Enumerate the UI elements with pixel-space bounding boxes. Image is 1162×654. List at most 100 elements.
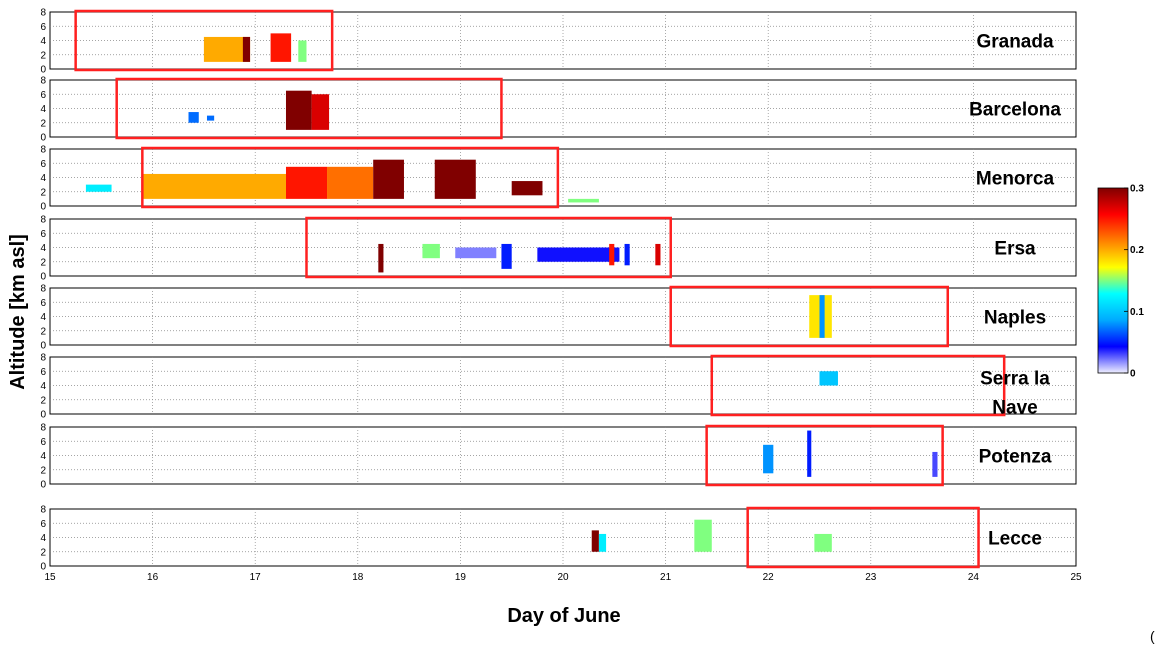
station-label: Granada (976, 32, 1054, 53)
x-tick-label: 17 (250, 572, 262, 583)
data-segment (298, 40, 307, 62)
data-segment (378, 243, 384, 273)
data-segment (311, 94, 330, 130)
data-segment (434, 159, 476, 199)
data-segment (511, 181, 543, 196)
y-tick-label: 2 (40, 395, 46, 406)
y-tick-label: 8 (40, 505, 46, 516)
y-tick-label: 2 (40, 465, 46, 476)
panels-layer: 0 2 4 6 8 Granada 0 2 4 6 8 Barcelona 0 2 4 6 8 Menorca 0 2… (40, 8, 1077, 573)
colorbar-tick-label: 0.2 (1130, 245, 1144, 256)
y-tick-label: 0 (40, 410, 46, 421)
panel-lecce: 0 2 4 6 8 Lecce (40, 505, 1077, 573)
data-segment (142, 173, 286, 199)
x-tick-label: 16 (147, 572, 159, 583)
data-segment (537, 247, 620, 262)
data-segment (609, 243, 615, 266)
y-tick-label: 6 (40, 159, 46, 170)
x-tick-label: 20 (557, 572, 569, 583)
station-label: Lecce (988, 529, 1042, 550)
y-tick-label: 8 (40, 76, 46, 87)
highlight-box (115, 77, 503, 140)
highlight-box (669, 285, 949, 348)
y-tick-label: 2 (40, 50, 46, 61)
y-tick-label: 4 (40, 533, 46, 544)
corner-mark: ( (1150, 628, 1155, 644)
data-segment (819, 371, 838, 386)
y-tick-label: 0 (40, 133, 46, 144)
y-tick-label: 4 (40, 173, 46, 184)
y-tick-label: 6 (40, 298, 46, 309)
x-tick-label: 22 (763, 572, 775, 583)
data-segment (568, 198, 599, 203)
data-segment (819, 295, 825, 338)
data-segment (206, 115, 215, 121)
y-tick-label: 2 (40, 118, 46, 129)
data-segment (598, 533, 607, 552)
y-tick-label: 4 (40, 312, 46, 323)
highlight-box (305, 216, 672, 279)
data-segment (501, 243, 512, 269)
highlight-box (141, 146, 560, 209)
y-tick-label: 2 (40, 257, 46, 268)
data-segment (694, 519, 712, 552)
x-tick-label: 25 (1070, 572, 1082, 583)
data-segment (188, 112, 199, 123)
x-tick-label: 19 (455, 572, 467, 583)
y-tick-label: 4 (40, 451, 46, 462)
y-tick-label: 4 (40, 104, 46, 115)
x-tick-label: 15 (44, 572, 56, 583)
y-tick-label: 8 (40, 353, 46, 364)
y-tick-label: 0 (40, 480, 46, 491)
y-tick-label: 8 (40, 8, 46, 19)
y-tick-label: 0 (40, 341, 46, 352)
colorbar-gradient (1097, 187, 1129, 374)
y-tick-label: 8 (40, 284, 46, 295)
y-tick-label: 8 (40, 423, 46, 434)
station-label: Naples (984, 308, 1046, 329)
y-tick-label: 6 (40, 519, 46, 530)
y-tick-label: 6 (40, 367, 46, 378)
station-label: Barcelona (969, 100, 1061, 121)
data-segment (655, 243, 661, 266)
y-tick-label: 2 (40, 187, 46, 198)
colorbar-tick-label: 0.1 (1130, 307, 1144, 318)
data-segment (327, 166, 374, 199)
data-segment (624, 243, 630, 266)
data-segment (591, 530, 599, 552)
colorbar-tick-label: 0.3 (1130, 184, 1144, 195)
data-segment (373, 159, 404, 199)
y-tick-label: 6 (40, 229, 46, 240)
y-tick-label: 4 (40, 243, 46, 254)
x-axis-label: Day of June (507, 605, 620, 627)
panel-naples: 0 2 4 6 8 Naples (40, 284, 1077, 352)
y-tick-label: 2 (40, 547, 46, 558)
x-tick-label: 24 (968, 572, 980, 583)
data-segment (285, 166, 328, 199)
station-label: Menorca (976, 169, 1055, 190)
panel-ersa: 0 2 4 6 8 Ersa (40, 215, 1077, 283)
y-tick-label: 0 (40, 65, 46, 76)
station-label: Nave (992, 398, 1037, 419)
data-segment (807, 430, 812, 477)
highlight-box (705, 424, 944, 487)
highlight-box (710, 354, 1006, 417)
y-tick-label: 6 (40, 437, 46, 448)
y-tick-label: 4 (40, 36, 46, 47)
x-tick-labels: 15 16 17 18 19 20 21 22 23 24 25 (44, 572, 1082, 583)
panel-menorca: 0 2 4 6 8 Menorca (40, 145, 1077, 213)
panel-granada: 0 2 4 6 8 Granada (40, 8, 1077, 76)
panel-serra-la-nave: 0 2 4 6 8 Serra la Nave (40, 353, 1077, 421)
highlight-box (746, 506, 980, 569)
data-segment (932, 451, 938, 477)
station-label: Potenza (979, 447, 1052, 468)
panel-barcelona: 0 2 4 6 8 Barcelona (40, 76, 1077, 144)
data-segment (422, 243, 440, 259)
data-segment (814, 533, 832, 552)
y-tick-label: 2 (40, 326, 46, 337)
data-segment (85, 184, 112, 192)
data-segment (285, 90, 312, 130)
y-axis-label: Altitude [km asl] (7, 234, 29, 390)
data-segment (455, 247, 497, 259)
